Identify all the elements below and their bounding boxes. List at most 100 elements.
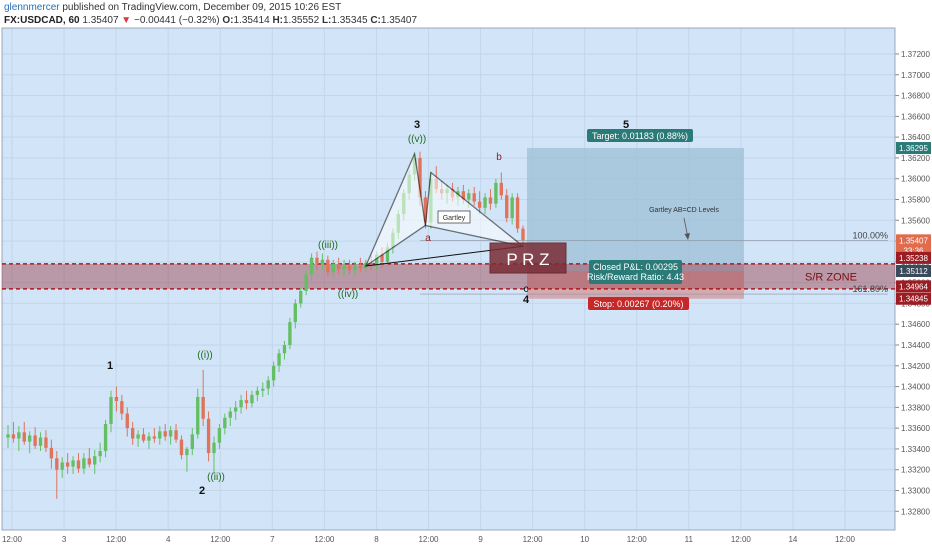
gartley-label: Gartley — [443, 215, 466, 222]
published-text: published on TradingView.com, December 0… — [62, 2, 342, 13]
wave-label: a — [425, 233, 431, 244]
fib-level-label: 100.00% — [852, 230, 888, 240]
stop-badge-text: Stop: 0.00267 (0.20%) — [593, 299, 683, 309]
candle-down — [76, 460, 81, 469]
y-tick-label: 1.36000 — [901, 175, 930, 184]
candle-down — [163, 431, 167, 437]
publish-header: glennmercer published on TradingView.com… — [4, 1, 932, 14]
candle-up — [185, 448, 189, 456]
y-tick-label: 1.35800 — [901, 195, 930, 204]
candle-up — [234, 407, 238, 412]
sr-zone-label: S/R ZONE — [805, 271, 857, 283]
y-tick-label: 1.36400 — [901, 133, 930, 142]
target-badge-text: Target: 0.01183 (0.88%) — [592, 131, 688, 141]
price-tag-zone — [896, 251, 931, 264]
candle-down — [347, 266, 352, 271]
open-label: O: — [222, 15, 234, 26]
price-change: −0.00441 (−0.32%) — [133, 15, 220, 26]
candle-up — [342, 266, 346, 270]
candle-down — [515, 197, 520, 229]
wave-label: 2 — [199, 485, 205, 497]
candle-down — [477, 201, 482, 208]
last-price: 1.35407 — [82, 15, 119, 26]
wave-label: c — [524, 284, 529, 295]
candle-up — [223, 417, 227, 429]
candle-down — [87, 458, 91, 465]
candle-up — [288, 322, 292, 345]
candle-down — [358, 266, 363, 269]
candle-up — [282, 344, 287, 354]
candle-down — [131, 428, 135, 439]
candle-down — [423, 197, 428, 223]
price-tag-label: 33:36 — [903, 246, 924, 255]
symbol-label[interactable]: FX:USDCAD, 60 — [4, 15, 80, 26]
y-tick-label: 1.33000 — [901, 487, 930, 496]
candle-up — [299, 290, 303, 304]
candle-up — [103, 423, 108, 452]
candle-up — [331, 263, 335, 273]
candle-up — [266, 380, 270, 389]
price-tag-label: 1.35407 — [899, 236, 928, 245]
wave-label: 3 — [414, 119, 420, 131]
candle-down — [206, 418, 211, 454]
wave-label: 1 — [107, 360, 113, 372]
author-link[interactable]: glennmercer — [4, 2, 60, 13]
prz-label: P R Z — [506, 250, 549, 269]
y-tick-label: 1.37000 — [901, 71, 930, 80]
candle-up — [158, 431, 162, 439]
candle-up — [277, 353, 281, 366]
candle-down — [174, 430, 178, 440]
candle-down — [55, 458, 59, 470]
x-tick-label: 9 — [478, 535, 483, 544]
candle-down — [11, 434, 16, 439]
candle-down — [244, 400, 249, 404]
candle-up — [374, 254, 379, 267]
candle-up — [28, 435, 32, 442]
candle-up — [255, 390, 260, 395]
candle-up — [309, 257, 314, 275]
candle-down — [65, 462, 70, 467]
x-tick-label: 12:00 — [835, 535, 856, 544]
price-tag-entry — [896, 264, 931, 277]
target-badge-box — [587, 129, 693, 142]
y-tick-label: 1.34200 — [901, 362, 930, 371]
candle-up — [217, 428, 222, 443]
candle-down — [49, 447, 54, 459]
y-tick-label: 1.37200 — [901, 50, 930, 59]
candle-up — [71, 460, 75, 467]
y-tick-label: 1.34400 — [901, 341, 930, 350]
candle-down — [114, 396, 119, 402]
candle-down — [461, 191, 466, 200]
gartley-label-box — [437, 210, 471, 224]
candle-up — [510, 197, 514, 219]
candle-down — [380, 254, 384, 262]
prz-box — [489, 242, 567, 274]
low-label: L: — [321, 15, 332, 26]
candle-up — [196, 396, 200, 435]
closed-pnl-badge-box — [589, 260, 682, 284]
y-tick-label: 1.35600 — [901, 216, 930, 225]
stop-badge-box — [588, 297, 689, 310]
candle-down — [315, 257, 319, 264]
wave-label: ((iv)) — [338, 289, 359, 300]
x-tick-label: 11 — [685, 535, 694, 544]
candle-up — [38, 437, 43, 446]
x-tick-label: 4 — [166, 535, 171, 544]
candle-up — [212, 442, 216, 454]
y-tick-label: 1.34000 — [901, 383, 930, 392]
candle-up — [353, 266, 357, 271]
y-tick-label: 1.33600 — [901, 424, 930, 433]
candle-up — [136, 434, 140, 439]
note-arrow-head — [684, 233, 690, 240]
candle-up — [271, 365, 276, 381]
candle-up — [494, 182, 498, 204]
open-value: 1.35414 — [233, 15, 270, 26]
price-tag-zone — [896, 280, 931, 293]
y-tick-label: 1.36200 — [901, 154, 930, 163]
high-value: 1.35552 — [283, 15, 320, 26]
x-tick-label: 12:00 — [523, 535, 544, 544]
candle-down — [499, 182, 503, 196]
candle-up — [190, 434, 194, 449]
wave-label: b — [496, 152, 502, 163]
